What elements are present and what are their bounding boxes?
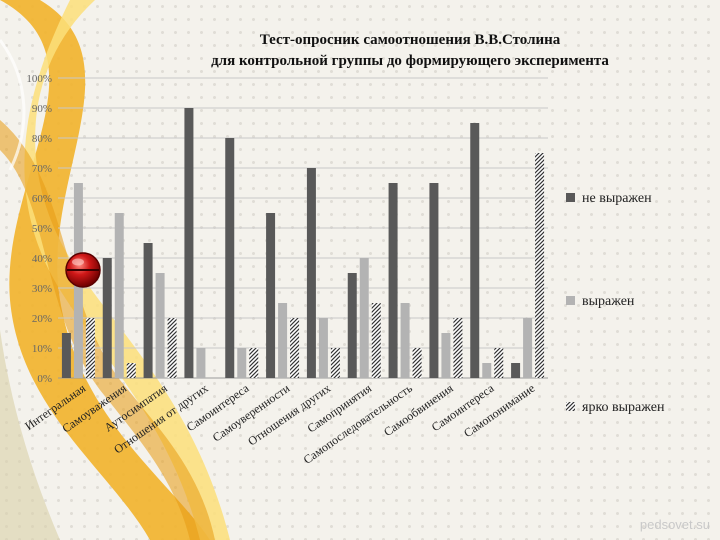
bar-expressed (237, 348, 247, 378)
bar-strongly-expressed (453, 318, 463, 378)
chart-title-line-2: для контрольной группы до формирующего э… (211, 53, 609, 69)
bar-strongly-expressed (330, 348, 340, 378)
y-tick-label: 70% (32, 163, 52, 175)
bar-not-expressed (266, 213, 276, 378)
bar-not-expressed (102, 258, 112, 378)
bar-expressed (400, 303, 410, 378)
bar-not-expressed (347, 273, 357, 378)
legend-swatch (566, 296, 575, 305)
bar-not-expressed (306, 168, 316, 378)
bar-strongly-expressed (371, 303, 381, 378)
bar-strongly-expressed (167, 318, 177, 378)
bar-not-expressed (61, 333, 71, 378)
bar-strongly-expressed (494, 348, 504, 378)
bars (61, 108, 545, 378)
bar-not-expressed (429, 183, 439, 378)
y-tick-label: 0% (37, 373, 52, 385)
x-category-label: Самопонимание (461, 381, 537, 440)
y-tick-label: 60% (32, 193, 52, 205)
y-tick-label: 80% (32, 133, 52, 145)
bar-not-expressed (388, 183, 398, 378)
bar-expressed (359, 258, 369, 378)
bar-strongly-expressed (412, 348, 422, 378)
y-tick-label: 40% (32, 253, 52, 265)
y-axis-tick-labels: 0% 10% 20% 30% 40% 50% 60% 70% 80% 90% 100% (26, 73, 52, 385)
bar-strongly-expressed (290, 318, 300, 378)
bar-not-expressed (511, 363, 521, 378)
bar-strongly-expressed (535, 153, 545, 378)
bar-not-expressed (143, 243, 153, 378)
legend: не выражен выражен ярко выражен (566, 191, 665, 415)
bar-not-expressed (470, 123, 480, 378)
gridlines (58, 77, 548, 379)
bar-expressed (441, 333, 451, 378)
y-tick-label: 50% (32, 223, 52, 235)
bar-expressed (196, 348, 206, 378)
bar-expressed (318, 318, 328, 378)
legend-swatch (566, 193, 575, 202)
legend-label: не выражен (582, 191, 652, 206)
red-bead-ornament (65, 252, 101, 288)
y-tick-label: 10% (32, 343, 52, 355)
legend-swatch (566, 402, 575, 411)
bar-expressed (482, 363, 492, 378)
bar-strongly-expressed (249, 348, 259, 378)
bar-strongly-expressed (126, 363, 136, 378)
bar-expressed (523, 318, 533, 378)
x-category-label: Самообвинения (381, 381, 456, 439)
bar-expressed (114, 213, 124, 378)
chart-title: Тест-опросник самоотношения В.В.Столина … (140, 30, 680, 72)
bar-not-expressed (225, 138, 235, 378)
x-axis-category-labels: ИнтегральнаяСамоуваженияАутосимпатияОтно… (22, 381, 537, 467)
y-tick-label: 30% (32, 283, 52, 295)
legend-label: выражен (582, 294, 635, 309)
bar-expressed (278, 303, 288, 378)
bar-strongly-expressed (85, 318, 95, 378)
bar-not-expressed (184, 108, 194, 378)
watermark: pedsovet.su (639, 517, 710, 532)
y-tick-label: 100% (26, 73, 52, 85)
bar-expressed (155, 273, 165, 378)
chart-title-line-1: Тест-опросник самоотношения В.В.Столина (259, 32, 561, 48)
legend-label: ярко выражен (582, 400, 665, 415)
y-tick-label: 20% (32, 313, 52, 325)
y-tick-label: 90% (32, 103, 52, 115)
